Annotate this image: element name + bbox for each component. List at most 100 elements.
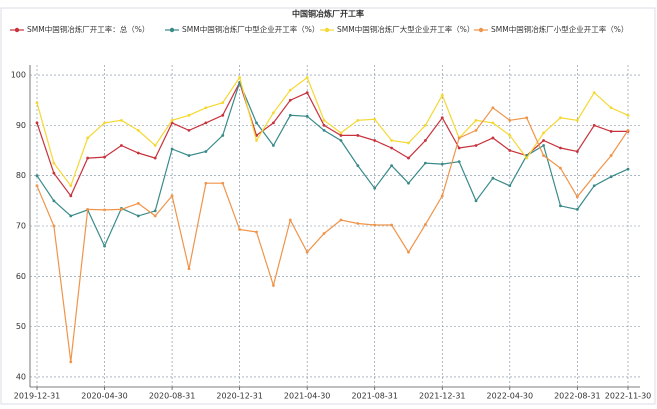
data-point [575,207,579,211]
data-point [508,149,512,152]
y-tick-label: 60 [16,272,26,281]
data-point [423,161,427,165]
data-point [491,176,495,180]
data-point [609,175,613,179]
data-point [204,181,208,185]
data-point [86,136,90,140]
data-point [272,144,275,147]
data-point [52,199,56,203]
data-point [305,250,309,254]
data-point [356,164,360,168]
data-point [390,223,393,227]
data-point [288,218,292,222]
data-point [288,98,292,102]
data-point [440,162,444,166]
data-point [592,174,596,178]
y-tick-label: 40 [16,372,26,381]
x-tick-label: 2021-12-31 [419,392,466,401]
legend-label: SMM中国铜冶炼厂小型企业开工率（%） [491,24,628,34]
data-point [136,129,140,132]
data-point [35,184,39,188]
data-point [559,116,562,120]
data-point [69,214,73,218]
data-point [255,121,258,125]
y-tick-label: 50 [16,322,26,331]
data-point [221,101,225,105]
frame [0,7,656,405]
data-point [474,129,478,132]
data-point [457,146,461,150]
data-point [69,184,73,188]
x-tick-label: 2020-04-30 [81,392,128,401]
x-tick-label: 2020-12-31 [216,392,263,401]
data-point [136,214,140,218]
data-point [626,113,630,117]
data-point [440,93,444,97]
data-point [491,136,495,140]
data-point [609,106,613,110]
data-point [474,144,478,147]
data-point [221,134,225,137]
data-point [542,154,545,157]
data-point [288,113,292,117]
x-tick-label: 2022-11-30 [605,392,652,401]
data-point [407,156,410,160]
data-point [204,106,208,110]
legend-swatch [14,27,20,33]
data-point [508,118,512,122]
data-point [407,141,410,145]
data-point [542,139,545,142]
data-point [120,207,123,211]
y-tick-label: 100 [11,71,26,80]
x-tick-label: 2021-08-31 [351,392,398,401]
data-point [136,201,140,205]
data-point [525,116,529,120]
data-point [373,186,377,190]
chart-title: 中国铜冶炼厂开工率 [292,9,364,19]
data-point [52,224,56,228]
data-point [238,76,242,79]
legend-swatch [169,27,175,33]
data-point [407,250,410,254]
data-point [272,283,275,287]
data-point [322,118,326,122]
data-point [423,223,427,226]
data-point [103,155,106,159]
legend-label: SMM中国铜冶炼厂中型企业开工率（%） [182,24,319,34]
data-point [390,164,393,168]
data-point [373,223,377,227]
data-point [339,134,343,137]
data-point [170,118,174,122]
data-point [255,230,258,234]
data-point [592,91,596,95]
data-point [542,144,545,147]
data-point [221,113,225,117]
data-point [339,218,343,222]
data-point [288,88,292,92]
data-point [272,121,275,125]
legend-swatch [324,27,330,33]
data-point [305,76,309,79]
data-point [356,134,360,137]
data-point [238,228,242,231]
data-point [592,123,596,127]
data-point [356,222,360,225]
data-point [356,118,360,122]
data-point [305,114,309,118]
data-point [390,146,393,150]
data-point [626,129,630,132]
data-point [187,113,191,117]
series-line [36,76,629,188]
data-point [626,167,630,171]
data-point [187,129,191,132]
data-point [457,160,461,164]
data-point [373,117,377,121]
data-point [204,121,208,125]
data-point [575,195,579,199]
data-point [339,131,343,135]
data-point [153,156,157,160]
data-point [609,154,613,157]
y-tick-label: 90 [16,121,26,130]
